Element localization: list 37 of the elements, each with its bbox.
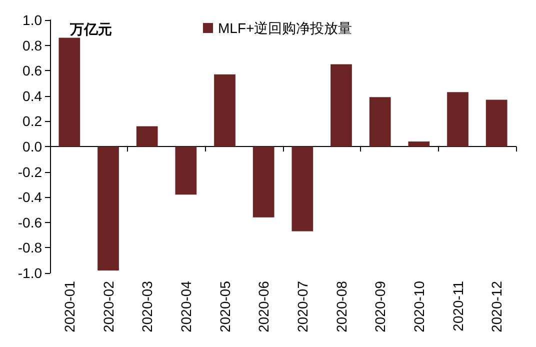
x-tick-label: 2020-12 (488, 280, 505, 332)
y-tick-label: 0.0 (22, 138, 42, 154)
bar (486, 100, 508, 146)
bar (369, 97, 391, 146)
y-tick-label: -0.6 (18, 214, 42, 230)
x-tick-label: 2020-08 (333, 280, 350, 332)
y-tick-label: 1.0 (22, 12, 42, 28)
x-tick-label: 2020-09 (372, 280, 388, 332)
bar (330, 64, 352, 146)
x-tick-label: 2020-10 (410, 280, 427, 332)
y-tick-label: -0.4 (18, 189, 42, 206)
bar (408, 141, 430, 146)
bar (252, 146, 274, 218)
bar (175, 146, 197, 195)
x-tick-label: 2020-11 (450, 280, 466, 332)
x-tick-label: 2020-03 (139, 280, 156, 332)
bar (214, 74, 236, 146)
legend-label: MLF+逆回购净投放量 (218, 20, 352, 36)
bar (58, 38, 80, 146)
bar (136, 126, 158, 146)
annotation: 万亿元 (69, 21, 112, 37)
y-tick-label: -0.2 (18, 164, 42, 180)
x-tick-label: 2020-04 (178, 280, 194, 332)
y-tick-label: 0.6 (22, 62, 42, 79)
x-tick-label: 2020-01 (61, 280, 78, 332)
bar (98, 146, 119, 270)
x-tick-label: 2020-02 (100, 280, 116, 332)
y-tick-label: 0.8 (22, 37, 42, 54)
y-tick-label: -1.0 (18, 265, 42, 281)
bar (292, 146, 314, 232)
x-tick-label: 2020-06 (256, 280, 272, 332)
bar (447, 92, 468, 146)
x-tick-label: 2020-05 (216, 280, 233, 332)
x-tick-label: 2020-07 (294, 280, 310, 332)
y-tick-label: 0.2 (22, 113, 42, 130)
y-tick-label: 0.4 (22, 88, 42, 104)
y-tick-label: -0.8 (18, 240, 42, 256)
